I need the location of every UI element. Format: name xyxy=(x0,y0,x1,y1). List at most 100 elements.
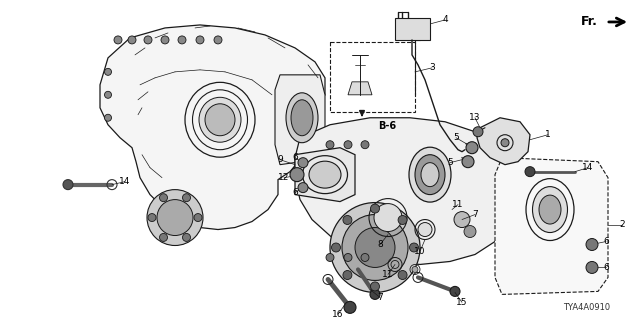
Ellipse shape xyxy=(539,195,561,224)
Circle shape xyxy=(343,270,352,279)
Circle shape xyxy=(194,213,202,221)
Text: 10: 10 xyxy=(414,247,426,256)
Text: 6: 6 xyxy=(603,263,609,272)
Ellipse shape xyxy=(286,93,318,143)
Text: 9: 9 xyxy=(277,155,283,164)
Text: 1: 1 xyxy=(545,130,551,139)
Polygon shape xyxy=(295,118,520,264)
Circle shape xyxy=(298,158,308,168)
Polygon shape xyxy=(100,25,325,229)
Circle shape xyxy=(104,68,111,75)
Polygon shape xyxy=(295,148,355,202)
Polygon shape xyxy=(495,158,608,294)
Text: 6: 6 xyxy=(603,237,609,246)
Ellipse shape xyxy=(199,97,241,142)
Polygon shape xyxy=(477,118,530,165)
Circle shape xyxy=(343,215,352,224)
Text: 7: 7 xyxy=(472,210,478,219)
Circle shape xyxy=(128,36,136,44)
Text: 14: 14 xyxy=(582,163,594,172)
Text: 3: 3 xyxy=(429,63,435,72)
Circle shape xyxy=(290,168,304,182)
Ellipse shape xyxy=(418,222,432,236)
Circle shape xyxy=(196,36,204,44)
Circle shape xyxy=(450,286,460,296)
Text: 6: 6 xyxy=(292,188,298,197)
Ellipse shape xyxy=(415,155,445,195)
Bar xyxy=(395,18,430,40)
Circle shape xyxy=(454,212,470,228)
Circle shape xyxy=(410,243,419,252)
Circle shape xyxy=(161,36,169,44)
Circle shape xyxy=(464,226,476,237)
Circle shape xyxy=(371,282,380,291)
Circle shape xyxy=(104,91,111,98)
Text: 15: 15 xyxy=(456,298,468,307)
Circle shape xyxy=(473,127,483,137)
Ellipse shape xyxy=(421,163,439,187)
Ellipse shape xyxy=(374,204,402,232)
Text: 5: 5 xyxy=(447,158,453,167)
Text: 7: 7 xyxy=(377,293,383,302)
Circle shape xyxy=(391,260,399,268)
Circle shape xyxy=(501,139,509,147)
Text: 16: 16 xyxy=(332,310,344,319)
Text: 13: 13 xyxy=(469,113,481,122)
Ellipse shape xyxy=(532,187,568,233)
Text: TYA4A0910: TYA4A0910 xyxy=(563,303,610,312)
Circle shape xyxy=(330,203,420,292)
Circle shape xyxy=(298,183,308,193)
Circle shape xyxy=(344,253,352,261)
Circle shape xyxy=(355,228,395,268)
Circle shape xyxy=(344,141,352,149)
Circle shape xyxy=(147,190,203,245)
Text: Fr.: Fr. xyxy=(581,15,598,28)
Text: 14: 14 xyxy=(119,177,131,186)
Circle shape xyxy=(586,261,598,274)
Text: 12: 12 xyxy=(278,173,290,182)
Text: 11: 11 xyxy=(382,270,394,279)
Circle shape xyxy=(114,36,122,44)
Ellipse shape xyxy=(309,161,341,188)
Circle shape xyxy=(214,36,222,44)
Circle shape xyxy=(148,213,156,221)
Circle shape xyxy=(370,289,380,300)
Circle shape xyxy=(342,215,408,280)
Circle shape xyxy=(182,234,191,241)
Bar xyxy=(330,42,415,112)
Text: 5: 5 xyxy=(453,133,459,142)
Ellipse shape xyxy=(291,100,313,136)
Circle shape xyxy=(462,156,474,168)
Circle shape xyxy=(63,180,73,190)
Circle shape xyxy=(326,253,334,261)
Circle shape xyxy=(332,243,340,252)
Text: 11: 11 xyxy=(452,200,464,209)
Circle shape xyxy=(326,141,334,149)
Circle shape xyxy=(586,238,598,251)
Circle shape xyxy=(159,194,168,202)
Circle shape xyxy=(344,301,356,313)
Text: B-6: B-6 xyxy=(378,121,396,131)
Circle shape xyxy=(361,141,369,149)
Circle shape xyxy=(412,267,418,272)
Text: 2: 2 xyxy=(619,220,625,229)
Circle shape xyxy=(178,36,186,44)
Circle shape xyxy=(144,36,152,44)
Ellipse shape xyxy=(205,104,235,136)
Text: 6: 6 xyxy=(292,153,298,162)
Circle shape xyxy=(159,234,168,241)
Circle shape xyxy=(466,142,478,154)
Circle shape xyxy=(398,270,407,279)
Circle shape xyxy=(182,194,191,202)
Polygon shape xyxy=(348,82,372,95)
Circle shape xyxy=(104,114,111,121)
Polygon shape xyxy=(275,75,325,165)
Circle shape xyxy=(361,253,369,261)
Text: 4: 4 xyxy=(442,15,448,24)
Ellipse shape xyxy=(409,147,451,202)
Circle shape xyxy=(371,204,380,213)
Circle shape xyxy=(157,200,193,236)
Circle shape xyxy=(398,215,407,224)
Text: 8: 8 xyxy=(377,240,383,249)
Circle shape xyxy=(525,167,535,177)
